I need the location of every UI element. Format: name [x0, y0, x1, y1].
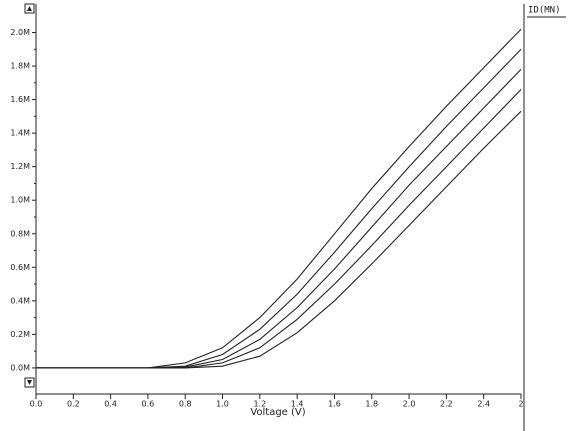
x-tick-label: 1.6 [328, 400, 341, 409]
y-tick-label: 1.8M [10, 62, 30, 71]
x-tick-label: 1.2 [253, 400, 266, 409]
y-tick-label: 1.6M [10, 95, 30, 104]
x-tick-label: 1.8 [365, 400, 378, 409]
down-arrow [27, 380, 32, 385]
y-tick-label: 1.2M [10, 162, 30, 171]
x-tick-label: 2.0 [403, 400, 416, 409]
up-arrow [27, 6, 32, 11]
legend-label: ID(MN) [528, 6, 561, 16]
scroll-down[interactable] [24, 377, 35, 388]
curve [36, 69, 522, 369]
y-tick-label: 0.2M [10, 330, 30, 339]
x-tick-label: 2.2 [440, 400, 453, 409]
y-tick-label: 0.8M [10, 229, 30, 238]
y-tick-label: 1.0M [10, 196, 30, 205]
curve [36, 48, 522, 369]
y-tick-label: 2.0M [10, 28, 30, 37]
x-tick-label: 2 [518, 400, 523, 409]
curve [36, 110, 522, 369]
x-tick-label: 2.4 [477, 400, 490, 409]
y-tick-label: 0.6M [10, 263, 30, 272]
x-tick-label: 1.4 [291, 400, 304, 409]
x-tick-label: 0.6 [142, 400, 155, 409]
x-tick-label: 0.0 [30, 400, 43, 409]
y-tick-label: 0.0M [10, 363, 30, 372]
x-tick-label: 0.4 [104, 400, 117, 409]
x-tick-label: 0.2 [67, 400, 80, 409]
x-tick-label: 0.8 [179, 400, 192, 409]
y-tick-label: 1.4M [10, 129, 30, 138]
x-tick-label: 1.0 [216, 400, 229, 409]
x-axis-label: Voltage (V) [250, 407, 305, 418]
scroll-up[interactable] [24, 3, 35, 14]
curve [36, 28, 522, 369]
y-tick-label: 0.4M [10, 296, 30, 305]
curve [36, 89, 522, 369]
